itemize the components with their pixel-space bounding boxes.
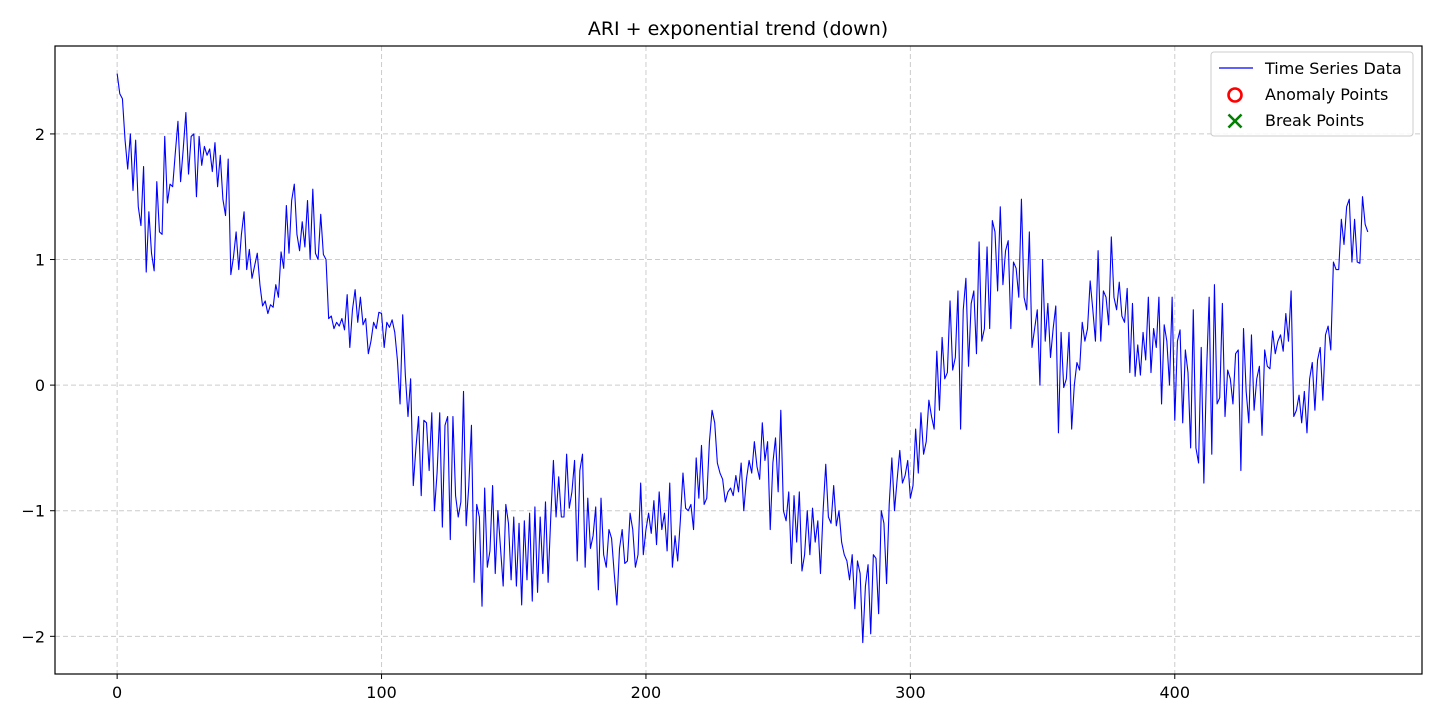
y-tick-label: −2 xyxy=(21,627,45,646)
x-tick-label: 200 xyxy=(631,683,662,702)
series-line-time-series-data xyxy=(116,73,1369,644)
legend-box xyxy=(1210,51,1414,137)
chart-title: ARI + exponential trend (down) xyxy=(588,18,888,40)
y-tick-label: 0 xyxy=(35,376,45,395)
x-tick-label: 0 xyxy=(112,683,122,702)
legend-label-time-series: Time Series Data xyxy=(1264,59,1402,78)
y-tick-label: −1 xyxy=(21,502,45,521)
axis-ticks: 0 100 200 300 400 −2 −1 0 1 2 xyxy=(21,125,1190,702)
y-tick-label: 2 xyxy=(35,125,45,144)
legend-label-anomaly-points: Anomaly Points xyxy=(1265,85,1388,104)
x-tick-label: 300 xyxy=(895,683,926,702)
series-layer xyxy=(116,73,1369,644)
legend-label-break-points: Break Points xyxy=(1265,111,1364,130)
y-tick-label: 1 xyxy=(35,251,45,270)
plot-area-frame xyxy=(54,45,1423,675)
legend: Time Series Data Anomaly Points Break Po… xyxy=(1210,51,1414,137)
legend-x-swatch xyxy=(1227,113,1243,129)
x-tick-label: 100 xyxy=(366,683,397,702)
x-tick-label: 400 xyxy=(1160,683,1191,702)
legend-circle-swatch xyxy=(1227,87,1243,103)
